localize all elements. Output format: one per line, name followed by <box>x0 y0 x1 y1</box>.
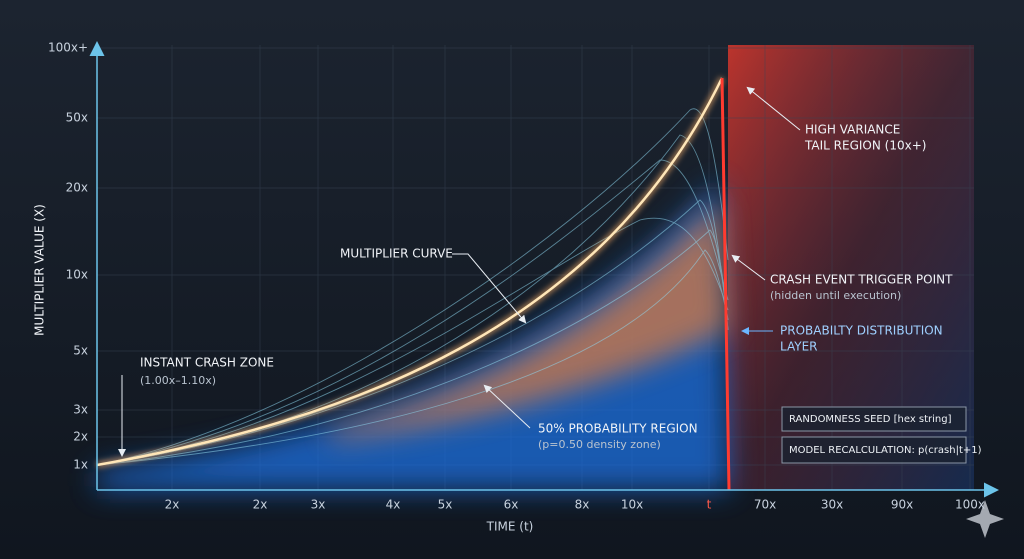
y-tick-label: 5x <box>73 344 88 358</box>
y-tick-label: 20x <box>66 181 88 195</box>
x-tick-label: 100x <box>955 498 985 512</box>
annotation-title: HIGH VARIANCE <box>805 123 900 137</box>
x-tick-label: 70x <box>754 498 776 512</box>
annotation-detail: LAYER <box>780 340 818 354</box>
box <box>781 406 967 432</box>
box-label: MODEL RECALCULATION: p(crash|t+1) <box>789 445 982 456</box>
y-tick-label: 3x <box>73 403 88 417</box>
leaders <box>118 86 801 457</box>
annotation-title: INSTANT CRASH ZONE <box>140 356 274 370</box>
sparkle <box>966 500 1004 538</box>
annotation-title: PROBABILTY DISTRIBUTION <box>780 324 943 338</box>
crash-line <box>720 77 731 491</box>
y-tick-label: 10x <box>66 268 88 282</box>
annotation-detail: (1.00x–1.10x) <box>140 374 216 387</box>
blue-density <box>97 180 730 490</box>
y-axis-label: MULTIPLIER VALUE (X) <box>33 204 47 336</box>
y-tick-label: 50x <box>66 111 88 125</box>
x-tick-label: 2x <box>253 498 268 512</box>
sample-paths <box>96 89 729 466</box>
box <box>781 436 967 464</box>
orange-density <box>330 200 728 440</box>
info-boxes: RANDOMNESS SEED [hex string] MODEL RECAL… <box>781 406 982 464</box>
x-axis-label: TIME (t) <box>486 520 534 534</box>
x-tick-label: 4x <box>386 498 401 512</box>
x-tick-label: 8x <box>575 498 590 512</box>
annotation-detail: (hidden until execution) <box>770 289 901 302</box>
x-tick-label: 2x <box>165 498 180 512</box>
annotations: MULTIPLIER CURVE INSTANT CRASH ZONE (1.0… <box>140 123 953 452</box>
x-tick-label: 30x <box>821 498 843 512</box>
y-tick-label: 2x <box>73 430 88 444</box>
annotation-detail: (p=0.50 density zone) <box>538 438 661 451</box>
y-tick-label: 100x+ <box>48 41 88 55</box>
x-tick-label: 10x <box>621 498 643 512</box>
x-tick-label: t <box>707 498 712 512</box>
annotation-detail: TAIL REGION (10x+) <box>804 139 926 153</box>
x-tick-label: 6x <box>504 498 519 512</box>
annotation-title: MULTIPLIER CURVE <box>340 247 453 261</box>
multiplier-curve <box>96 77 724 467</box>
x-tick-label: 5x <box>438 498 453 512</box>
x-tick-label: 3x <box>311 498 326 512</box>
y-tick-label: 1x <box>73 458 88 472</box>
annotation-title: CRASH EVENT TRIGGER POINT <box>770 273 953 287</box>
x-tick-label: 90x <box>891 498 913 512</box>
annotation-title: 50% PROBABILITY REGION <box>538 422 698 436</box>
box-label: RANDOMNESS SEED [hex string] <box>789 414 952 425</box>
